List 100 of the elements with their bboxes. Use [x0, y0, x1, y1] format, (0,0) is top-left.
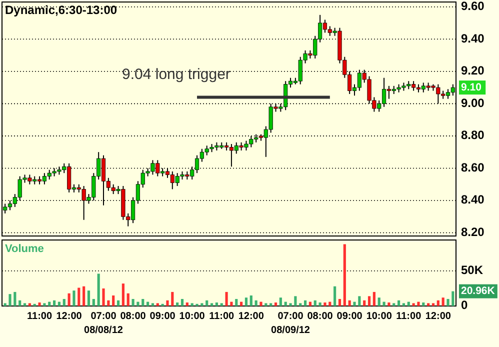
bar: [112, 295, 115, 306]
bar: [348, 300, 351, 306]
bar: [146, 302, 150, 306]
bar: [72, 290, 76, 306]
bar: [82, 286, 86, 306]
bar: [343, 244, 346, 306]
bar: [215, 302, 218, 306]
y-tick-label: 9.00: [461, 96, 485, 110]
x-tick-label: 10:00: [366, 311, 392, 322]
bar: [308, 302, 312, 306]
bar: [299, 303, 302, 306]
bar: [324, 302, 326, 306]
bar: [132, 298, 134, 306]
bar: [166, 300, 169, 306]
bar: [107, 300, 110, 306]
bar: [240, 302, 243, 306]
bar: [206, 300, 208, 306]
bar: [446, 298, 450, 306]
bar: [230, 302, 233, 306]
bar: [334, 286, 336, 306]
bar: [151, 303, 154, 306]
bar: [284, 302, 287, 306]
bar: [53, 300, 56, 306]
bar: [250, 295, 252, 306]
bar: [432, 303, 435, 306]
bar: [126, 293, 130, 306]
bar: [8, 294, 12, 306]
bar: [442, 298, 444, 306]
bar: [116, 300, 120, 306]
bar: [363, 300, 366, 306]
bar: [28, 303, 31, 306]
bar: [244, 298, 248, 306]
bar: [92, 298, 95, 306]
y-tick-label: 8.60: [461, 160, 485, 174]
bar: [260, 302, 262, 306]
bar: [43, 303, 46, 306]
bar: [122, 284, 124, 306]
bar: [397, 300, 400, 306]
y-tick-label: 8.80: [461, 128, 485, 142]
bar: [136, 302, 140, 306]
bar: [314, 300, 316, 306]
bar: [220, 303, 223, 306]
x-tick-label: 11:00: [27, 311, 52, 322]
bar: [417, 302, 420, 306]
bar: [23, 303, 26, 306]
bar: [452, 291, 454, 306]
bar: [304, 300, 307, 306]
bar: [294, 296, 297, 306]
bar: [264, 303, 268, 306]
x-tick-label: 12:00: [238, 311, 264, 322]
bar: [210, 303, 214, 306]
bar: [186, 302, 188, 306]
text: 9.10: [461, 81, 482, 94]
y-tick-label: 8.20: [461, 224, 485, 239]
bar: [156, 303, 159, 306]
bar: [270, 303, 272, 306]
bar: [87, 290, 90, 306]
bar: [274, 302, 278, 306]
y-tick-label: 9.40: [461, 31, 485, 46]
bar: [378, 298, 380, 306]
bar: [48, 302, 51, 306]
bar: [318, 302, 322, 306]
y-tick-label: 9.20: [461, 64, 485, 78]
x-tick-label: 11:00: [396, 311, 422, 322]
bar: [171, 292, 174, 306]
bar: [200, 303, 204, 306]
bar: [289, 303, 292, 306]
bar: [4, 303, 6, 306]
chart-title: Volume: [5, 243, 44, 255]
bar: [190, 303, 194, 306]
bar: [176, 302, 179, 306]
series-label: 9.04 long trigger: [122, 66, 230, 84]
x-tick-label: 09:00: [150, 311, 176, 322]
bar: [18, 300, 22, 306]
x-tick-label: 12:00: [56, 311, 82, 322]
y-tick-label: 8.40: [461, 192, 485, 207]
bar: [388, 302, 390, 306]
bar: [62, 298, 66, 306]
bar: [180, 298, 184, 306]
bar: [412, 303, 415, 306]
bar: [422, 302, 425, 306]
text: 20.96K: [461, 285, 496, 298]
bar: [225, 292, 228, 306]
bar: [407, 302, 410, 306]
bar: [279, 298, 282, 306]
y-tick-label: 0: [461, 298, 468, 312]
bar: [235, 298, 238, 306]
bar: [142, 298, 144, 306]
bar: [328, 302, 332, 306]
bar: [392, 303, 396, 306]
bar: [353, 302, 356, 306]
y-tick-label: 9.60: [461, 0, 485, 14]
bar: [78, 288, 80, 306]
x-tick-label: 10:00: [179, 311, 206, 322]
bar: [97, 274, 100, 306]
chart-title: Dynamic,6:30-13:00: [5, 3, 118, 17]
y-tick-label: 50K: [461, 263, 484, 278]
x-tick-label: 12:00: [425, 311, 452, 322]
bar: [102, 288, 105, 306]
bar: [254, 300, 258, 306]
